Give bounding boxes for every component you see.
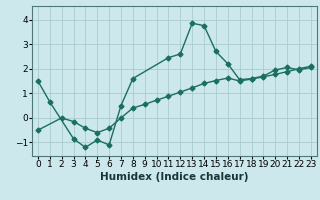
X-axis label: Humidex (Indice chaleur): Humidex (Indice chaleur) [100,172,249,182]
